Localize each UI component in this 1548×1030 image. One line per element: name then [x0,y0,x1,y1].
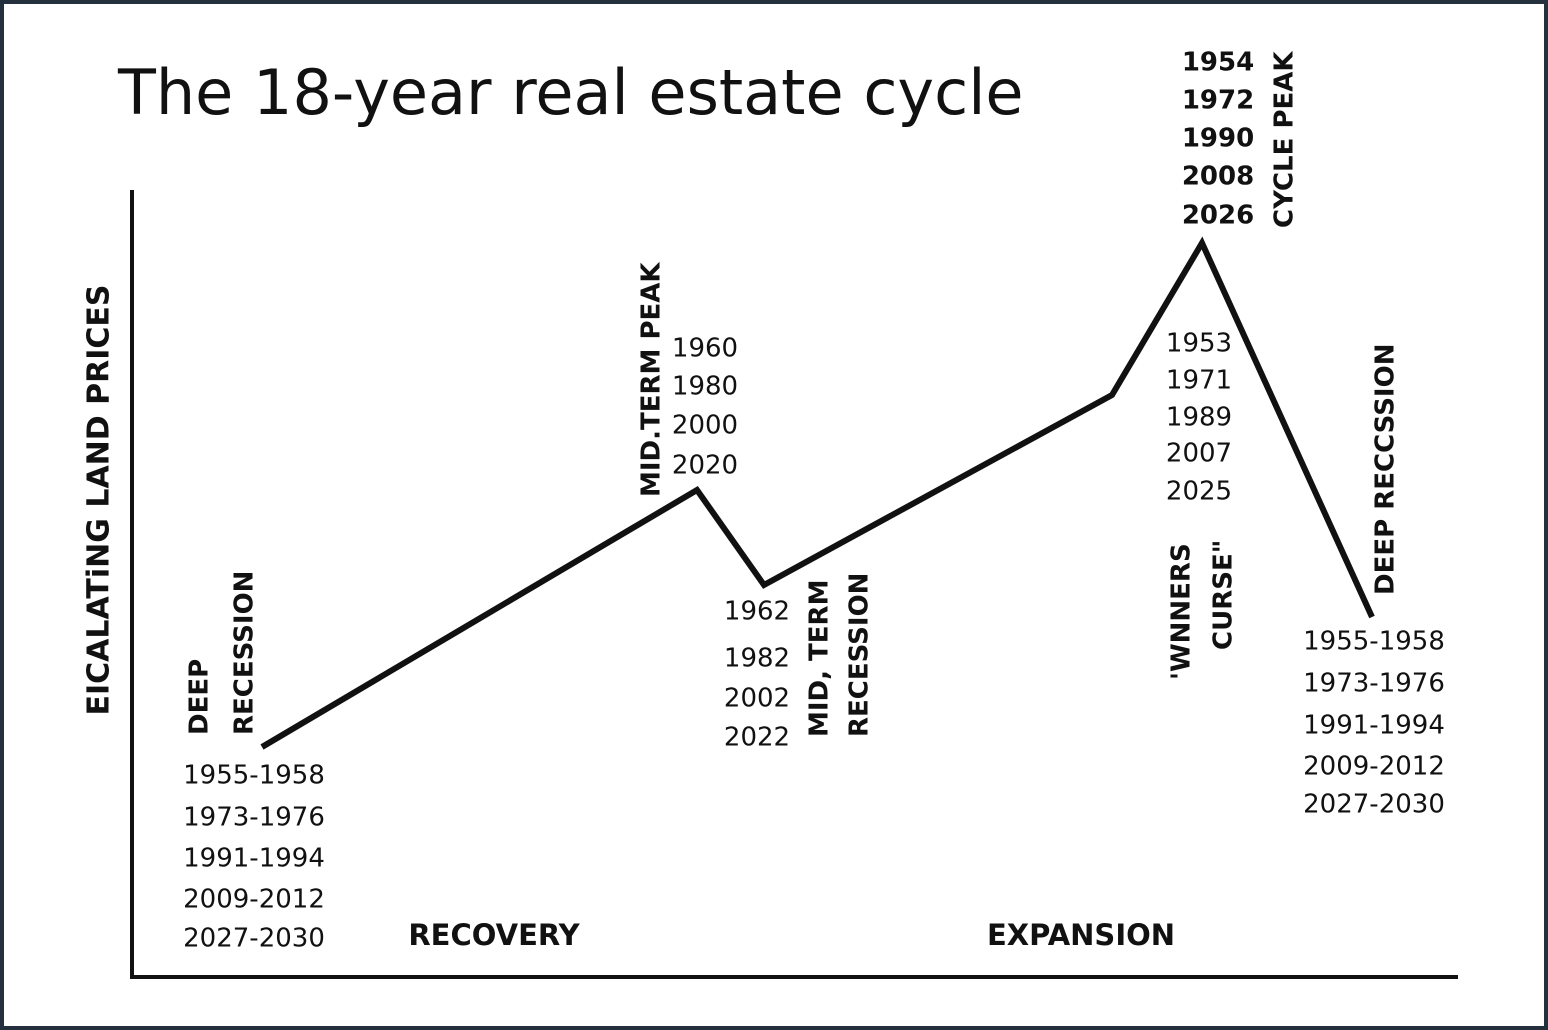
stage-year: 1980 [672,372,738,402]
stage-year: 1955-1958 [1303,627,1445,657]
stage-label: CURSE" [1209,540,1239,650]
phase-label: EXPANSION [987,918,1175,952]
stage-year: 1989 [1166,403,1232,433]
stage-year: 1973-1976 [1303,669,1445,699]
stage-year: 1990 [1182,124,1254,154]
stage-year: 1960 [672,334,738,364]
stage-year: 1982 [724,644,790,674]
stage-year: 1955-1958 [183,761,325,791]
title: The 18-year real estate cycle [117,56,1024,129]
stage-label: RECESSION [845,573,875,737]
stage-year: 2020 [672,451,738,481]
stage-year: 2007 [1166,439,1232,469]
phase-label: RECOVERY [408,918,580,952]
stage-year: 2027-2030 [1303,790,1445,820]
y-axis-label: EICALATiNG LAND PRICES [82,285,117,716]
stage-label: RECESSION [230,571,260,735]
stage-year: 2009-2012 [1303,752,1445,782]
stage-year: 1973-1976 [183,803,325,833]
stage-year: 1962 [724,597,790,627]
stage-label: MID.TERM PEAK [637,262,667,497]
stage-year: 1991-1994 [1303,711,1445,741]
stage-label: MID, TERM [805,580,835,737]
stage-year: 1972 [1182,86,1254,116]
stage-label: 'WNNERS [1167,543,1197,680]
stage-label: CYCLE PEAK [1270,51,1300,228]
stage-year: 2000 [672,411,738,441]
stage-year: 2009-2012 [183,885,325,915]
stage-year: 2025 [1166,477,1232,507]
stage-year: 2022 [724,723,790,753]
stage-year: 2008 [1182,162,1254,192]
stage-year: 1953 [1166,329,1232,359]
cycle-line [260,236,1375,750]
stage-label: DEEP [185,659,215,735]
stage-label: DEEP RECCSSION [1371,344,1401,595]
stage-year: 2027-2030 [183,924,325,954]
stage-year: 2002 [724,684,790,714]
stage-year: 1971 [1166,366,1232,396]
stage-year: 1954 [1182,48,1254,78]
stage-year: 1991-1994 [183,844,325,874]
stage-year: 2026 [1182,201,1254,231]
